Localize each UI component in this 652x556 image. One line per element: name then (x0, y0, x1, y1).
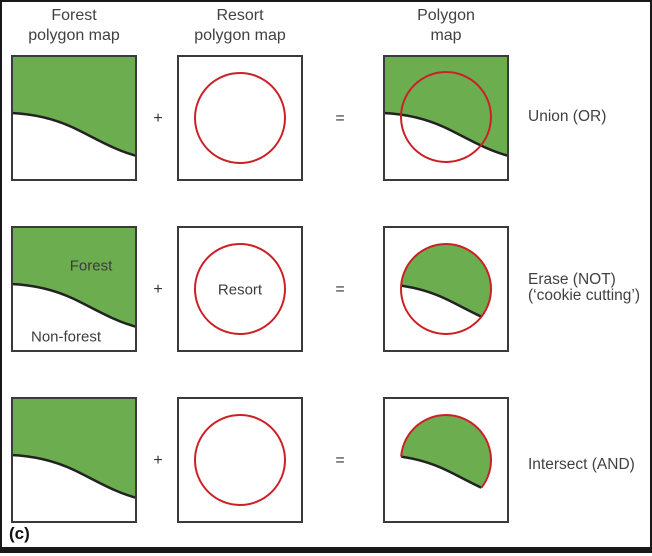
forest-map-graphic (11, 55, 137, 181)
header-line: Resort (216, 7, 264, 24)
resort-circle-outline (400, 243, 492, 335)
operation-label-erase: Erase (NOT) (‘cookie cutting’) (528, 271, 640, 304)
non-forest-area-label: Non-forest (30, 328, 102, 346)
panel-letter: (c) (9, 524, 30, 543)
forest-area (11, 397, 137, 498)
forest-map-box-row2: Forest Non-forest (11, 226, 137, 352)
union-result-box (383, 55, 509, 181)
resort-circle (194, 72, 286, 164)
header-line: polygon map (194, 27, 286, 44)
forest-map-graphic (11, 226, 137, 352)
intersect-result-box (383, 397, 509, 523)
forest-boundary-curve (383, 111, 509, 158)
header-line: Forest (51, 7, 97, 24)
equals-operator: = (335, 110, 345, 127)
plus-operator: + (153, 110, 163, 127)
resort-circle (194, 243, 286, 335)
forest-boundary-curve (11, 453, 137, 500)
forest-map-graphic (11, 397, 137, 523)
union-result-graphic (383, 55, 509, 181)
resort-map-graphic (177, 55, 303, 181)
forest-map-box-row1 (11, 55, 137, 181)
operation-label-union: Union (OR) (528, 108, 607, 125)
erase-result-graphic (383, 226, 509, 352)
forest-area (11, 226, 137, 327)
forest-area (383, 55, 509, 156)
header-resort-map: Resort polygon map (160, 6, 320, 46)
plus-operator: + (153, 452, 163, 469)
forest-boundary-curve (11, 111, 137, 158)
header-line: polygon map (28, 27, 120, 44)
resort-map-box-row1 (177, 55, 303, 181)
forest-map-box-row3 (11, 397, 137, 523)
operation-label-intersect: Intersect (AND) (528, 456, 635, 473)
resort-circle (194, 414, 286, 506)
header-polygon-map: Polygon map (366, 6, 526, 46)
header-forest-map: Forest polygon map (0, 6, 154, 46)
resort-map-box-row2: Resort (177, 226, 303, 352)
resort-area-label: Resort (217, 281, 263, 299)
resort-circle-overlay (400, 71, 492, 163)
forest-boundary-curve (11, 282, 137, 329)
resort-map-graphic (177, 226, 303, 352)
equals-operator: = (335, 452, 345, 469)
intersect-result-graphic (383, 397, 509, 523)
equals-operator: = (335, 281, 345, 298)
forest-area (11, 55, 137, 156)
header-line: Polygon (417, 7, 475, 24)
erase-result-box (383, 226, 509, 352)
resort-map-graphic (177, 397, 303, 523)
plus-operator: + (153, 281, 163, 298)
forest-area-label: Forest (69, 257, 113, 275)
header-line: map (430, 27, 462, 44)
resort-map-box-row3 (177, 397, 303, 523)
